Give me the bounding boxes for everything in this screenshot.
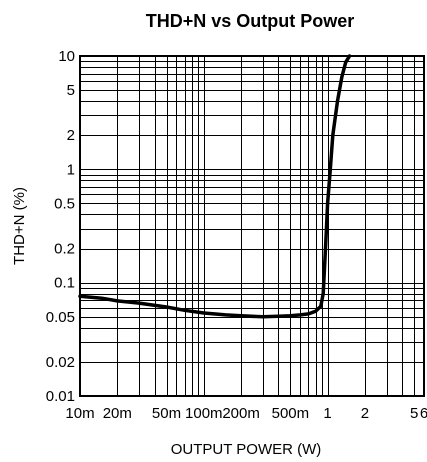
series-layer xyxy=(78,54,352,319)
y-tick-label: 0.02 xyxy=(46,354,75,371)
x-tick-label: 20m xyxy=(103,405,132,422)
x-tick-label: 5 xyxy=(410,405,418,422)
y-tick-label: 5 xyxy=(67,82,75,99)
x-axis-label: OUTPUT POWER (W) xyxy=(171,441,322,458)
y-axis-label: THD+N (%) xyxy=(11,187,28,265)
y-tick-label: 0.05 xyxy=(46,309,75,326)
x-tick-label: 1 xyxy=(323,405,331,422)
x-tick-label: 500m xyxy=(272,405,310,422)
x-tick-labels: 10m 20m 50m 100m 200m 500m 1 2 5 6 xyxy=(65,405,427,422)
y-tick-label: 1 xyxy=(67,161,75,178)
x-tick-label: 50m xyxy=(152,405,181,422)
plot-frame xyxy=(79,55,425,397)
x-tick-label: 10m xyxy=(65,405,94,422)
y-tick-label: 0.2 xyxy=(54,241,75,258)
y-tick-label: 0.1 xyxy=(54,275,75,292)
grid xyxy=(80,56,424,396)
series-line-0 xyxy=(78,54,352,319)
y-tick-label: 0.01 xyxy=(46,388,75,405)
chart-title: THD+N vs Output Power xyxy=(146,11,355,31)
y-tick-label: 0.5 xyxy=(54,196,75,213)
y-tick-labels: 10 5 2 1 0.5 0.2 0.1 0.05 0.02 0.01 xyxy=(46,48,75,405)
x-tick-label: 6 xyxy=(420,405,427,422)
x-tick-label: 200m xyxy=(222,405,260,422)
x-tick-label: 2 xyxy=(361,405,369,422)
y-tick-label: 2 xyxy=(67,127,75,144)
y-tick-label: 10 xyxy=(58,48,75,65)
x-tick-label: 100m xyxy=(185,405,223,422)
